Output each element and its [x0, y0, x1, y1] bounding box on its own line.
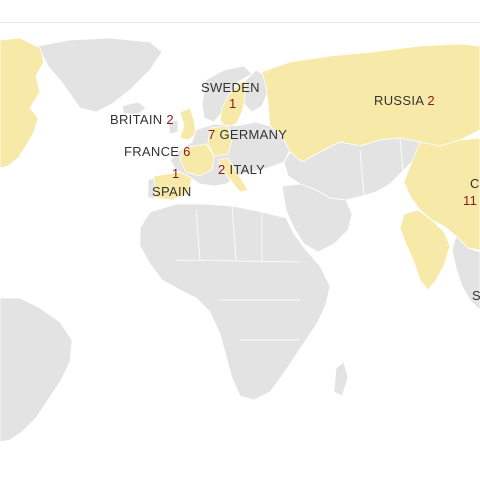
france-shape	[179, 143, 215, 177]
bottom-pad	[0, 458, 480, 480]
madagascar-shape	[333, 361, 349, 397]
label-france: FRANCE 6	[124, 144, 191, 159]
country-name-germany: GERMANY	[219, 127, 288, 142]
count-italy: 2	[218, 162, 226, 177]
southeast-asia-shape	[451, 235, 480, 311]
top-bar	[0, 0, 480, 23]
world-map	[0, 37, 480, 443]
north-america-shape	[0, 37, 45, 169]
sweden-shape	[219, 79, 247, 129]
count-spain: 1	[172, 166, 180, 181]
count-china: 11	[463, 193, 478, 208]
count-russia: 2	[427, 93, 435, 108]
label-italy: 2 ITALY	[218, 162, 265, 177]
china-shape	[403, 137, 480, 251]
country-name-spain: SPAIN	[152, 184, 192, 199]
label-partial-right: S	[472, 288, 480, 303]
ireland-shape	[167, 119, 179, 135]
south-america-shape	[0, 297, 73, 443]
label-britain: BRITAIN 2	[110, 112, 174, 127]
count-britain: 2	[166, 112, 174, 127]
country-name-sweden: SWEDEN	[201, 80, 260, 95]
britain-shape	[179, 107, 197, 141]
count-sweden: 1	[229, 96, 237, 111]
country-name-britain: BRITAIN	[110, 112, 163, 127]
germany-shape	[207, 125, 233, 157]
label-germany: 7 GERMANY	[208, 127, 287, 142]
country-name-italy: ITALY	[229, 162, 266, 177]
iceland-shape	[121, 101, 147, 115]
label-russia: RUSSIA 2	[374, 93, 435, 108]
portugal-shape	[147, 177, 157, 199]
country-name-russia: RUSSIA	[374, 93, 424, 108]
label-spain: SPAIN	[152, 184, 192, 199]
label-china: C	[470, 176, 480, 191]
label-sweden: SWEDEN	[201, 80, 260, 95]
count-france: 6	[183, 144, 191, 159]
greenland-shape	[37, 37, 163, 113]
italy-shape	[217, 157, 249, 193]
country-name-china: C	[470, 176, 480, 191]
middle-east-shape	[281, 183, 353, 253]
africa-shape	[139, 203, 331, 401]
count-germany: 7	[208, 127, 216, 142]
country-name-france: FRANCE	[124, 144, 180, 159]
india-shape	[399, 209, 451, 291]
finland-shape	[243, 69, 269, 113]
